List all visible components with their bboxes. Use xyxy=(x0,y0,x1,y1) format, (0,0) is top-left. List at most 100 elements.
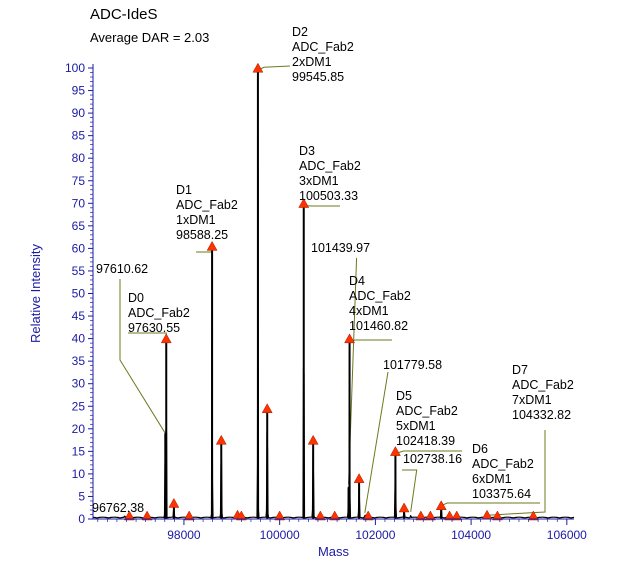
label-96762: 96762.38 xyxy=(92,501,144,515)
minor-peak-marker xyxy=(141,510,153,521)
callout-d4 xyxy=(349,339,392,342)
minor-peak-marker xyxy=(314,510,326,521)
label-d4-line: D4 xyxy=(349,274,365,288)
label-d7-line: 7xDM1 xyxy=(512,393,552,407)
y-tick-label: 85 xyxy=(72,129,86,143)
y-tick-label: 20 xyxy=(72,422,86,436)
peak-labels: D2ADC_Fab22xDM199545.85D1ADC_Fab21xDM198… xyxy=(92,25,574,515)
x-tick-label: 102000 xyxy=(355,528,395,542)
label-d6-line: D6 xyxy=(472,442,488,456)
label-d0-line: D0 xyxy=(128,291,144,305)
label-d0-line: 97630.55 xyxy=(128,321,180,335)
label-d1-line: 1xDM1 xyxy=(176,213,216,227)
label-d3-line: ADC_Fab2 xyxy=(299,159,361,173)
minor-peak-marker xyxy=(491,510,503,521)
x-tick-label: 106000 xyxy=(547,528,587,542)
label-d5-line: D5 xyxy=(396,389,412,403)
label-d6-line: ADC_Fab2 xyxy=(472,457,534,471)
label-d4-line: ADC_Fab2 xyxy=(349,289,411,303)
label-d2-line: 2xDM1 xyxy=(292,55,332,69)
minor-peak-marker xyxy=(362,510,374,521)
peak-marker xyxy=(389,446,401,456)
label-101439-line: 101439.97 xyxy=(311,241,370,255)
label-d1-line: 98588.25 xyxy=(176,228,228,242)
label-d5-line: 5xDM1 xyxy=(396,419,436,433)
y-tick-label: 90 xyxy=(72,106,86,120)
axes: 0 5 10 15 20 25 30 35 40 45 50 55 60 65 70 75 80 85 90 95 10… xyxy=(28,61,587,559)
spectrum-trace xyxy=(93,70,575,519)
y-tick-label: 55 xyxy=(72,264,86,278)
label-d1-line: D1 xyxy=(176,183,192,197)
label-101779-line: 101779.58 xyxy=(383,358,442,372)
peak-marker xyxy=(298,198,310,208)
y-tick-label: 30 xyxy=(72,377,86,391)
peak-marker xyxy=(168,497,180,508)
y-tick-label: 80 xyxy=(72,151,86,165)
peak-marker xyxy=(398,502,410,513)
minor-peak-marker xyxy=(183,510,195,521)
minor-peak-marker xyxy=(329,510,341,521)
peak-marker xyxy=(353,473,365,483)
label-d4-line: 101460.82 xyxy=(349,319,408,333)
label-97610: 97610.62 xyxy=(96,262,148,276)
y-axis-label: Relative Intensity xyxy=(28,244,43,343)
callout-97610 xyxy=(119,279,166,434)
callout-d7 xyxy=(487,430,546,516)
minor-peak-marker xyxy=(415,510,427,521)
y-tick-label: 10 xyxy=(72,467,86,481)
peak-markers xyxy=(123,62,539,521)
label-d3-line: 3xDM1 xyxy=(299,174,339,188)
label-d6-line: 6xDM1 xyxy=(472,472,512,486)
x-tick-label: 104000 xyxy=(451,528,491,542)
label-d7-line: 104332.82 xyxy=(512,408,571,422)
peak-marker xyxy=(206,240,218,251)
chart-subtitle: Average DAR = 2.03 xyxy=(90,30,210,45)
label-d4-line: 4xDM1 xyxy=(349,304,389,318)
y-tick-label: 5 xyxy=(78,489,85,503)
peak-marker xyxy=(435,500,447,510)
label-d2-line: 99545.85 xyxy=(292,70,344,84)
label-d2-line: D2 xyxy=(292,25,308,39)
peak-marker xyxy=(261,403,273,414)
y-tick-label: 25 xyxy=(72,399,86,413)
minor-peak-marker xyxy=(123,510,135,521)
label-101439: 101439.97 xyxy=(311,241,370,255)
label-d2-line: ADC_Fab2 xyxy=(292,40,354,54)
y-tick-label: 100 xyxy=(65,61,85,75)
peak-marker xyxy=(215,434,227,445)
callout-102738 xyxy=(402,469,418,512)
minor-peak-marker xyxy=(527,510,539,521)
peak-marker xyxy=(160,333,172,344)
label-101779: 101779.58 xyxy=(383,358,442,372)
callout-101779 xyxy=(364,371,389,513)
peak-marker xyxy=(307,434,319,445)
y-tick-label: 65 xyxy=(72,219,86,233)
label-d6-line: 103375.64 xyxy=(472,487,531,501)
y-tick-label: 40 xyxy=(72,332,86,346)
label-97610-line: 97610.62 xyxy=(96,262,148,276)
label-d1-line: ADC_Fab2 xyxy=(176,198,238,212)
chart-title: ADC-IdeS xyxy=(90,6,158,23)
label-d3-line: 100503.33 xyxy=(299,189,358,203)
label-d7-line: D7 xyxy=(512,363,528,377)
y-tick-label: 15 xyxy=(72,444,86,458)
y-tick-label: 75 xyxy=(72,174,86,188)
label-d7-line: ADC_Fab2 xyxy=(512,378,574,392)
y-tick-label: 0 xyxy=(78,512,85,526)
x-tick-label: 98000 xyxy=(167,528,201,542)
y-tick-label: 45 xyxy=(72,309,86,323)
label-d5-line: ADC_Fab2 xyxy=(396,404,458,418)
y-tick-label: 70 xyxy=(72,196,86,210)
label-102738: 102738.16 xyxy=(403,452,462,466)
peak-marker xyxy=(252,62,264,73)
x-axis-label: Mass xyxy=(318,544,350,559)
label-102738-line: 102738.16 xyxy=(403,452,462,466)
